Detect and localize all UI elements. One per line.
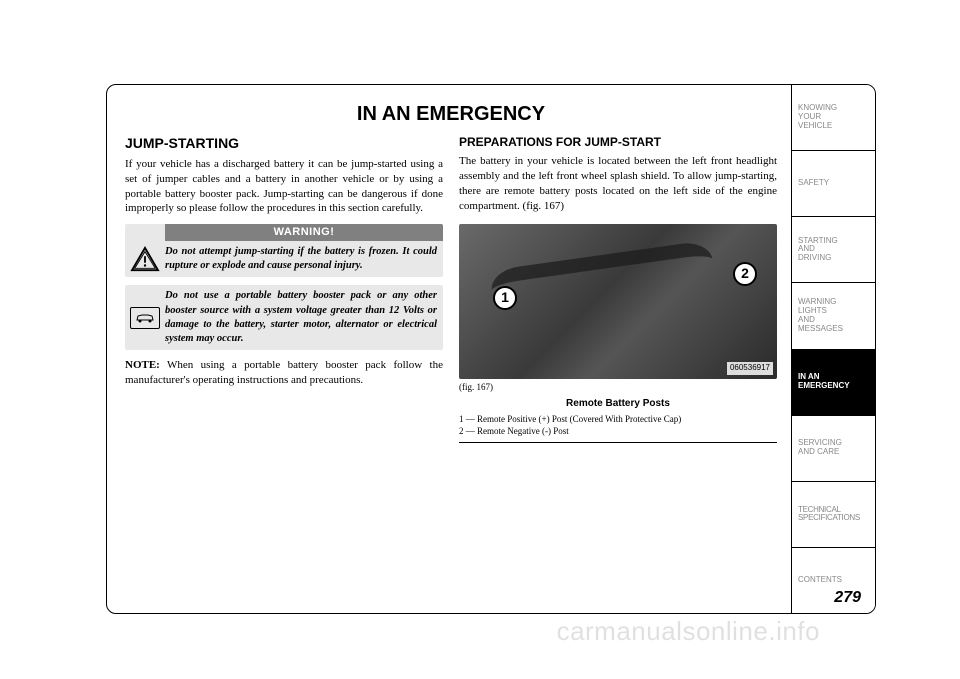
warning-header: WARNING! [165,224,443,241]
tab-servicing-and-care[interactable]: SERVICINGAND CARE [792,416,875,482]
figure-title: Remote Battery Posts [459,397,777,411]
caution-text: Do not use a portable battery booster pa… [165,285,443,350]
caution-callout: Do not use a portable battery booster pa… [125,285,443,350]
tab-starting-and-driving[interactable]: STARTINGANDDRIVING [792,217,875,283]
warning-triangle-icon [125,241,165,277]
legend-line-2: 2 — Remote Negative (-) Post [459,426,777,438]
figure-callout-2: 2 [733,262,757,286]
warning-callout: WARNING! Do not attempt jump-star [125,224,443,277]
note-paragraph: NOTE: When using a portable battery boos… [125,358,443,388]
caution-body: Do not use a portable battery booster pa… [125,285,443,350]
warning-body: Do not attempt jump-starting if the batt… [125,241,443,277]
warning-text: Do not attempt jump-starting if the batt… [165,241,443,277]
tab-technical-specifications[interactable]: TECHNICALSPECIFICATIONS [792,482,875,548]
columns: JUMP-STARTING If your vehicle has a disc… [125,134,777,603]
figure-image: 1 2 060536917 [459,224,777,379]
main-content: IN AN EMERGENCY JUMP-STARTING If your ve… [107,85,791,613]
figure-callout-1: 1 [493,286,517,310]
page-number: 279 [834,589,861,607]
section-heading-jump-starting: JUMP-STARTING [125,134,443,153]
figure-167: 1 2 060536917 (fig. 167) Remote Battery … [459,224,777,443]
page-title: IN AN EMERGENCY [125,103,777,126]
intro-paragraph: If your vehicle has a discharged battery… [125,157,443,216]
page-frame: IN AN EMERGENCY JUMP-STARTING If your ve… [106,84,876,614]
figure-number: (fig. 167) [459,381,777,393]
figure-legend: 1 — Remote Positive (+) Post (Covered Wi… [459,414,777,442]
preparations-paragraph: The battery in your vehicle is located b… [459,154,777,213]
note-text: When using a portable battery booster pa… [125,359,443,386]
right-column: PREPARATIONS FOR JUMP-START The battery … [459,134,777,603]
tab-warning-lights-and-messages[interactable]: WARNINGLIGHTSANDMESSAGES [792,283,875,349]
tab-safety[interactable]: SAFETY [792,151,875,217]
tab-in-an-emergency[interactable]: IN ANEMERGENCY [792,350,875,416]
left-column: JUMP-STARTING If your vehicle has a disc… [125,134,443,603]
sidebar-tabs: KNOWINGYOURVEHICLE SAFETY STARTINGANDDRI… [791,85,875,613]
watermark: carmanualsonline.info [557,616,820,647]
subheading-preparations: PREPARATIONS FOR JUMP-START [459,134,777,150]
tab-knowing-your-vehicle[interactable]: KNOWINGYOURVEHICLE [792,85,875,151]
caution-car-icon [125,285,165,350]
legend-line-1: 1 — Remote Positive (+) Post (Covered Wi… [459,414,777,426]
image-code: 060536917 [727,362,773,375]
content-row: IN AN EMERGENCY JUMP-STARTING If your ve… [107,85,875,613]
note-label: NOTE: [125,359,160,371]
